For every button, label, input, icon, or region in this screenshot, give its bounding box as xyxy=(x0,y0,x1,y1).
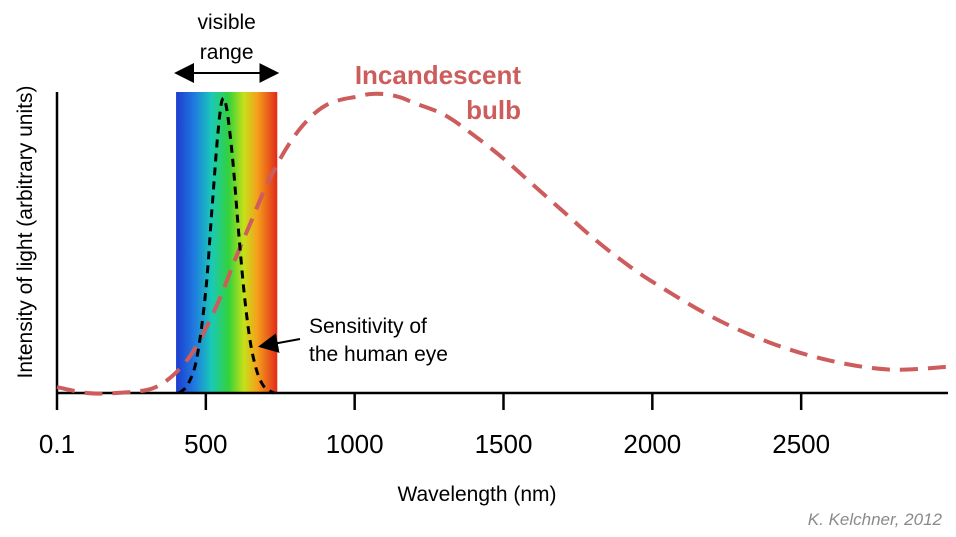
x-tick-label: 1000 xyxy=(326,429,384,459)
series-label-incandescent-line2: bulb xyxy=(466,95,521,125)
x-axis-title: Wavelength (nm) xyxy=(397,483,556,506)
visible-spectrum-band xyxy=(176,92,278,393)
x-tick-label: 500 xyxy=(184,429,227,459)
series-label-incandescent-line1: Incandescent xyxy=(355,60,522,90)
series-line-incandescent-bulb xyxy=(56,91,951,396)
x-tick-label: 2000 xyxy=(623,429,681,459)
visible-range-label-line2: range xyxy=(200,41,254,64)
series-line-eye-sensitivity xyxy=(177,96,275,395)
credit-text: K. Kelchner, 2012 xyxy=(808,510,943,529)
eye-sensitivity-arrow xyxy=(258,333,301,353)
series-label-eye-line2: the human eye xyxy=(309,343,448,366)
x-tick-label: 0.1 xyxy=(39,429,75,459)
series-label-eye-line1: Sensitivity of xyxy=(309,315,427,338)
y-axis-title: Intensity of light (arbitrary units) xyxy=(14,86,37,379)
x-tick-label: 1500 xyxy=(475,429,533,459)
visible-range-label-line1: visible xyxy=(197,11,255,34)
x-ticks: 0.1 500 1000 1500 2000 2500 xyxy=(39,393,830,459)
x-tick-label: 2500 xyxy=(772,429,830,459)
